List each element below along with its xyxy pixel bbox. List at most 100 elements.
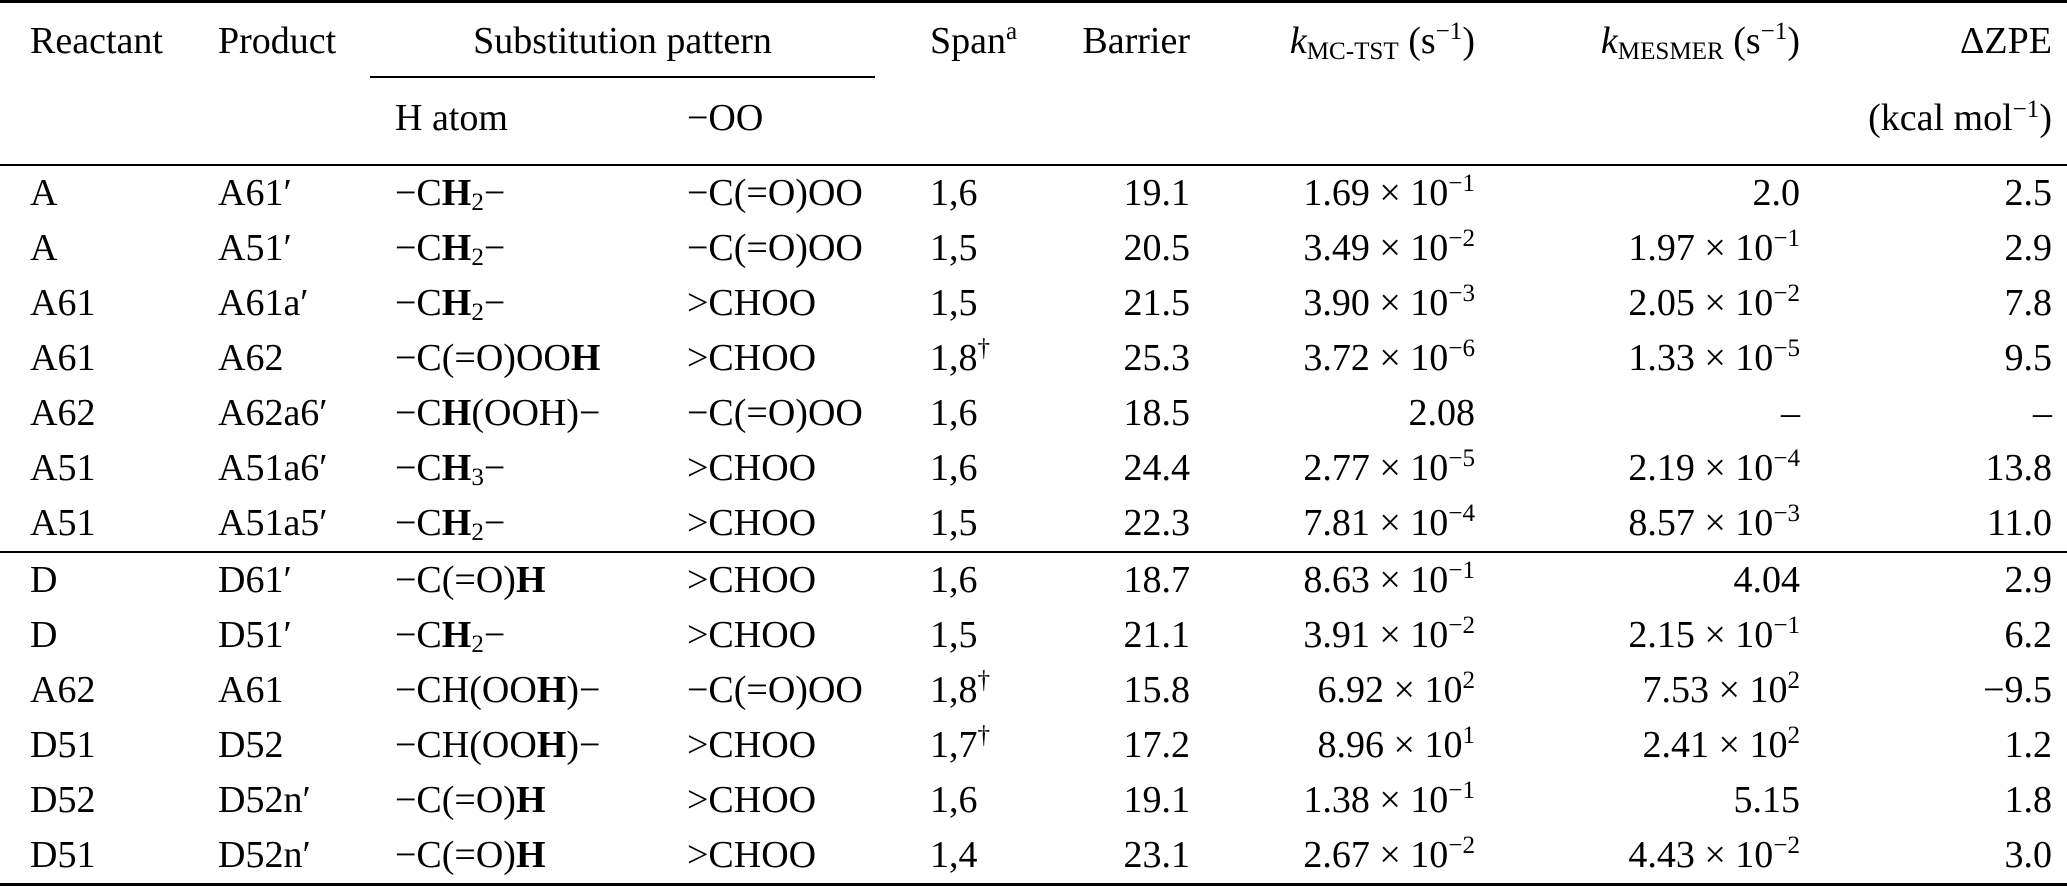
cell-product: A51a6′: [218, 446, 328, 489]
cell-barrier: 17.2: [1123, 723, 1191, 766]
cell-oo: >CHOO: [687, 501, 817, 544]
table-row: A62 A62a6′ −CH(OOH)− −C(=O)OO 1,6 18.5 2.08 – –: [0, 386, 2067, 441]
cell-oo: >CHOO: [687, 446, 817, 489]
cell-barrier: 21.5: [1123, 281, 1191, 324]
cell-h-atom: −C(=O)H: [395, 778, 546, 821]
cell-k-mesmer: 2.15 × 10−1: [1628, 611, 1800, 656]
cell-product: A62: [218, 336, 284, 379]
cell-dzpe: 2.5: [2004, 171, 2053, 214]
cell-h-atom: −C(=O)H: [395, 558, 546, 601]
cell-oo: >CHOO: [687, 613, 817, 656]
cell-k-mc-tst: 7.81 × 10−4: [1303, 499, 1475, 544]
cell-h-atom: −CH(OOH)−: [395, 391, 601, 434]
substitution-pattern-underline: Substitution pattern: [370, 17, 875, 79]
cell-k-mesmer: 5.15: [1733, 778, 1801, 821]
cell-product: A61: [218, 668, 284, 711]
cell-span: 1,6: [930, 446, 978, 489]
cell-span: 1,6: [930, 171, 978, 214]
table-row: D52 D52n′ −C(=O)H >CHOO 1,6 19.1 1.38 × 10−1 5.…: [0, 773, 2067, 828]
cell-dzpe: 1.8: [2004, 778, 2053, 821]
cell-barrier: 18.7: [1123, 558, 1191, 601]
cell-h-atom: −C(=O)H: [395, 833, 546, 876]
cell-k-mc-tst: 2.08: [1408, 391, 1476, 434]
table-row: A A61′ −CH2− −C(=O)OO 1,6 19.1 1.69 × 10−1 2.0 2…: [0, 165, 2067, 221]
cell-k-mc-tst: 3.91 × 10−2: [1303, 611, 1475, 656]
table-header: Reactant Product Substitution pattern Sp…: [0, 2, 2067, 165]
cell-span: 1,8†: [930, 334, 991, 379]
cell-span: 1,5: [930, 613, 978, 656]
table-section-d: D D61′ −C(=O)H >CHOO 1,6 18.7 8.63 × 10−1 4.04 2…: [0, 551, 2067, 885]
cell-span: 1,6: [930, 778, 978, 821]
cell-k-mc-tst: 1.69 × 10−1: [1303, 169, 1475, 214]
cell-reactant: D51: [30, 833, 96, 876]
cell-k-mesmer: 1.33 × 10−5: [1628, 334, 1800, 379]
cell-h-atom: −CH2−: [395, 281, 506, 327]
cell-oo: >CHOO: [687, 778, 817, 821]
cell-product: D52n′: [218, 833, 311, 876]
cell-k-mesmer: 2.0: [1752, 171, 1801, 214]
cell-product: A51a5′: [218, 501, 328, 544]
table-row: A61 A62 −C(=O)OOH >CHOO 1,8† 25.3 3.72 × 10−6 1…: [0, 331, 2067, 386]
cell-k-mesmer: 2.41 × 102: [1642, 721, 1800, 766]
cell-oo: −C(=O)OO: [687, 226, 863, 269]
cell-dzpe: –: [2033, 391, 2052, 434]
cell-barrier: 23.1: [1123, 833, 1191, 876]
col-header-span: Spana: [930, 18, 1018, 62]
cell-k-mc-tst: 1.38 × 10−1: [1303, 776, 1475, 821]
cell-oo: >CHOO: [687, 833, 817, 876]
cell-product: A62a6′: [218, 391, 328, 434]
header-row-sub: H atom −OO (kcal mol−1): [0, 78, 2067, 164]
col-header-oo: −OO: [687, 97, 764, 140]
cell-dzpe: 11.0: [1986, 501, 2052, 544]
cell-oo: >CHOO: [687, 281, 817, 324]
cell-reactant: A: [30, 171, 58, 214]
cell-oo: −C(=O)OO: [687, 391, 863, 434]
cell-product: D51′: [218, 613, 292, 656]
cell-product: A61a′: [218, 281, 309, 324]
col-header-substitution-pattern: Substitution pattern: [360, 2, 875, 79]
cell-h-atom: −CH(OOH)−: [395, 723, 601, 766]
cell-span: 1,8†: [930, 666, 991, 711]
cell-product: D52: [218, 723, 284, 766]
col-header-k-mc-tst: kMC-TST (s−1): [1289, 18, 1475, 65]
cell-oo: −C(=O)OO: [687, 171, 863, 214]
cell-reactant: A51: [30, 501, 96, 544]
cell-k-mesmer: 4.04: [1733, 558, 1801, 601]
cell-product: D52n′: [218, 778, 311, 821]
cell-span: 1,6: [930, 558, 978, 601]
cell-k-mc-tst: 3.49 × 10−2: [1303, 224, 1475, 269]
cell-k-mesmer: –: [1781, 391, 1800, 434]
cell-h-atom: −CH2−: [395, 171, 506, 217]
cell-barrier: 20.5: [1123, 226, 1191, 269]
cell-dzpe: 7.8: [2004, 281, 2053, 324]
cell-dzpe: 6.2: [2004, 613, 2053, 656]
cell-barrier: 19.1: [1123, 778, 1191, 821]
cell-reactant: D: [30, 558, 58, 601]
col-header-dzpe: ΔZPE: [1960, 20, 2052, 62]
table-row: D51 D52 −CH(OOH)− >CHOO 1,7† 17.2 8.96 × 101 2.…: [0, 718, 2067, 773]
cell-dzpe: 3.0: [2004, 833, 2053, 876]
cell-dzpe: 1.2: [2004, 723, 2053, 766]
cell-k-mc-tst: 6.92 × 102: [1317, 666, 1475, 711]
col-header-h-atom: H atom: [395, 97, 508, 140]
cell-oo: >CHOO: [687, 723, 817, 766]
cell-barrier: 21.1: [1123, 613, 1191, 656]
cell-barrier: 19.1: [1123, 171, 1191, 214]
cell-product: A61′: [218, 171, 292, 214]
cell-k-mc-tst: 8.63 × 10−1: [1303, 556, 1475, 601]
cell-h-atom: −CH3−: [395, 446, 506, 492]
cell-dzpe: 2.9: [2004, 226, 2053, 269]
cell-oo: −C(=O)OO: [687, 668, 863, 711]
cell-oo: >CHOO: [687, 558, 817, 601]
table-row: D D61′ −C(=O)H >CHOO 1,6 18.7 8.63 × 10−1 4.04 2…: [0, 552, 2067, 608]
cell-barrier: 25.3: [1123, 336, 1191, 379]
cell-dzpe: 13.8: [1985, 446, 2053, 489]
cell-h-atom: −CH2−: [395, 613, 506, 659]
cell-reactant: A61: [30, 336, 96, 379]
substitution-pattern-label: Substitution pattern: [473, 20, 772, 62]
col-header-product: Product: [218, 20, 337, 62]
cell-h-atom: −C(=O)OOH: [395, 336, 601, 379]
col-header-reactant: Reactant: [30, 20, 163, 62]
cell-barrier: 22.3: [1123, 501, 1191, 544]
